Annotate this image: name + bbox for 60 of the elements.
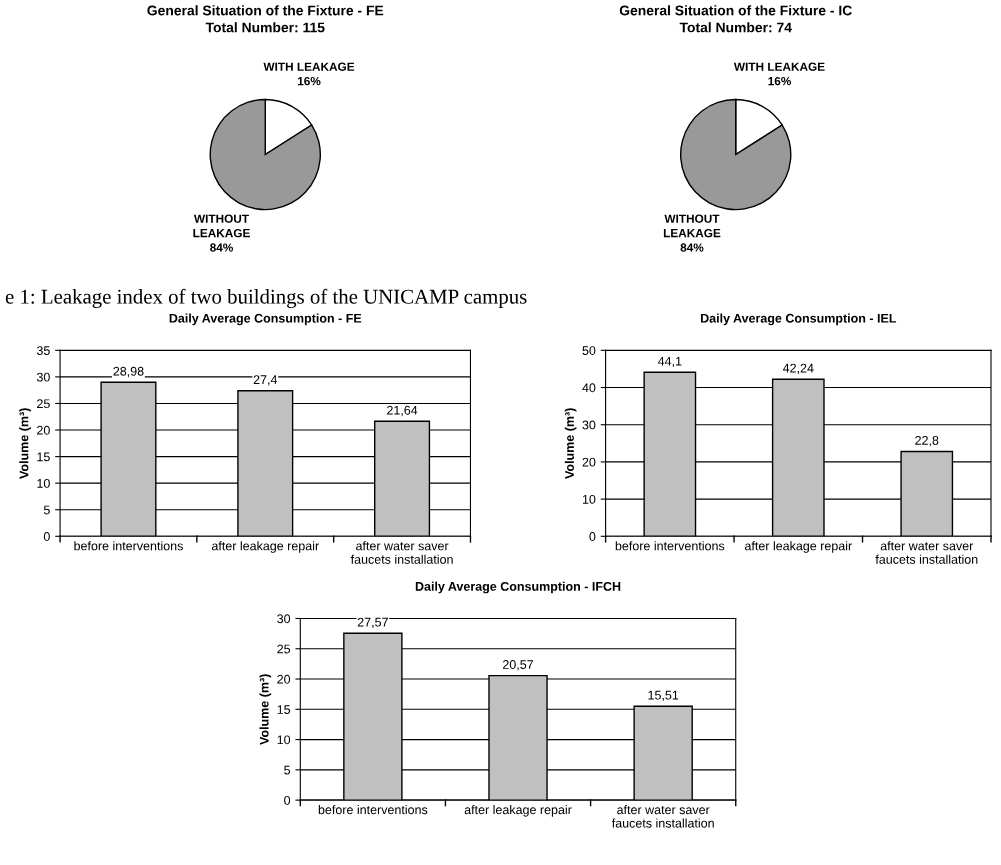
data-label: 15,51 [648, 690, 679, 702]
y-tick-label: 0 [589, 532, 596, 541]
chart-title: Daily Average Consumption - FE [169, 313, 362, 326]
data-label: 16% [297, 76, 321, 86]
y-tick-label: 10 [277, 735, 291, 745]
slice-label: WITH LEAKAGE [733, 62, 825, 71]
y-axis-title: Volume (m³) [259, 674, 272, 745]
y-tick-label: 30 [277, 614, 291, 624]
data-label: 20,57 [503, 660, 534, 671]
slice-label: WITHOUT LEAKAGE [193, 214, 250, 238]
chart-title: Daily Average Consumption - IFCH [415, 581, 621, 594]
x-tick-label: after leakage repair [464, 804, 572, 817]
data-label: 27,57 [357, 617, 388, 629]
y-tick-label: 25 [37, 399, 50, 409]
x-tick-label: before interventions [615, 541, 725, 551]
data-label: 42,24 [782, 363, 814, 375]
y-tick-label: 15 [37, 452, 50, 462]
x-tick-label: after leakage repair [211, 541, 319, 553]
pie-slice [209, 98, 322, 211]
y-tick-label: 0 [284, 795, 291, 805]
y-tick-label: 5 [43, 505, 50, 515]
y-axis-title: Volume (m³) [564, 408, 577, 479]
text: e 1: Leakage index of two buildings of the UNICAMP campus [5, 288, 527, 309]
data-label: 22,8 [915, 436, 939, 447]
x-tick-label: after leakage repair [744, 541, 852, 553]
x-tick-label: after water saver faucets installation [875, 541, 978, 564]
y-axis-title: Volume (m³) [19, 408, 31, 479]
pie-slice [679, 98, 792, 211]
chart-title: General Situation of the Fixture - IC [619, 5, 852, 16]
chart-title: General Situation of the Fixture - FE [147, 5, 384, 16]
chart-title: Daily Average Consumption - IEL [700, 313, 897, 326]
y-tick-label: 30 [582, 420, 596, 430]
chart-subtitle: Total Number: 115 [205, 22, 325, 33]
slice-label: WITHOUT LEAKAGE [663, 214, 721, 238]
data-label: 27,4 [253, 375, 278, 386]
x-tick-label: before interventions [318, 804, 428, 815]
y-tick-label: 40 [582, 383, 596, 393]
data-label: 21,64 [387, 405, 418, 417]
chart-subtitle: Total Number: 74 [679, 22, 792, 33]
x-tick-label: after water saver faucets installation [350, 541, 453, 564]
y-tick-label: 15 [277, 705, 291, 714]
y-tick-label: 20 [582, 457, 596, 467]
y-tick-label: 30 [36, 372, 50, 382]
y-tick-label: 0 [43, 532, 50, 541]
y-tick-label: 20 [277, 674, 291, 684]
y-tick-label: 10 [582, 494, 596, 504]
x-tick-label: before interventions [74, 541, 183, 551]
y-tick-label: 10 [37, 478, 50, 488]
data-label: 16% [768, 76, 791, 86]
y-tick-label: 25 [277, 644, 291, 654]
y-tick-label: 20 [37, 425, 50, 435]
y-tick-label: 35 [36, 346, 50, 355]
y-tick-label: 5 [284, 765, 291, 775]
data-label: 84% [680, 243, 704, 252]
data-label: 28,98 [113, 366, 144, 378]
x-tick-label: after water saver faucets installation [611, 805, 714, 828]
data-label: 84% [210, 243, 234, 252]
data-label: 44,1 [657, 356, 682, 368]
slice-label: WITH LEAKAGE [263, 62, 355, 71]
y-tick-label: 50 [582, 346, 596, 355]
